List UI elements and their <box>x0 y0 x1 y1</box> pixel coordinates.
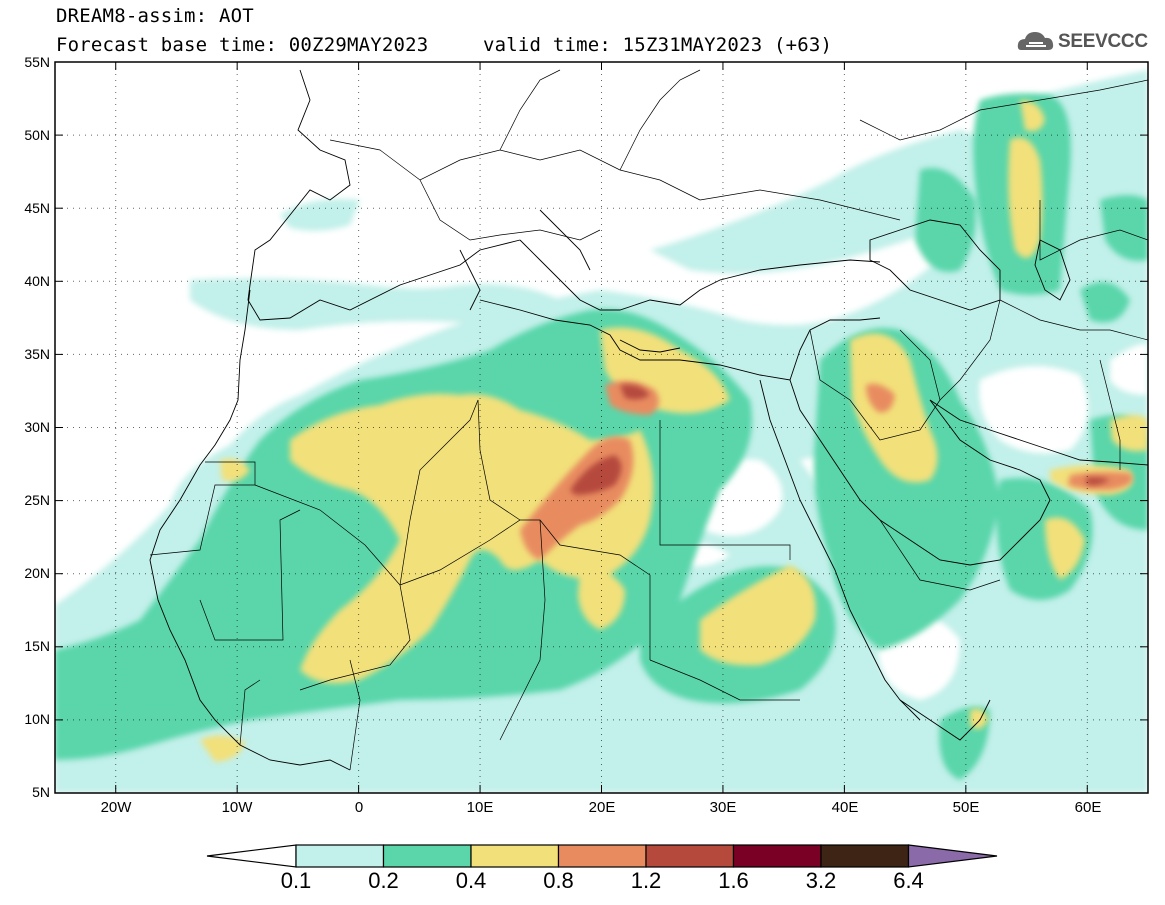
lon-label: 20W <box>101 799 133 816</box>
lat-label: 20N <box>24 565 50 581</box>
colorbar-swatch <box>557 844 647 868</box>
lat-label: 30N <box>24 419 50 435</box>
colorbar-label: 3.2 <box>805 868 837 893</box>
colorbar-min-arrow <box>206 844 297 868</box>
colorbar-label: 0.1 <box>280 868 312 893</box>
colorbar-label: 1.6 <box>718 868 749 893</box>
colorbar-swatch <box>820 844 910 868</box>
colorbar-label: 0.8 <box>543 868 574 893</box>
lon-label: 0 <box>355 799 363 816</box>
colorbar-max-arrow <box>907 844 998 868</box>
colorbar-label: 1.2 <box>630 868 662 893</box>
forecast-base-time: Forecast base time: 00Z29MAY2023 <box>56 34 429 56</box>
colorbar-swatch <box>295 844 385 868</box>
lon-label: 10W <box>222 799 254 816</box>
coastlines <box>149 69 1148 771</box>
colorbar-swatch <box>470 844 560 868</box>
lat-label: 40N <box>24 273 50 289</box>
country-borders <box>149 69 1148 771</box>
colorbar-label: 6.4 <box>893 868 924 893</box>
lon-label: 10E <box>467 799 494 816</box>
lat-label: 50N <box>24 127 50 143</box>
latitude-labels: 55N 50N 45N 40N 35N 30N 25N 20N 15N 10N … <box>24 54 50 800</box>
colorbar-label: 0.4 <box>455 868 487 893</box>
lon-label: 40E <box>832 799 859 816</box>
colorbar-label: 0.2 <box>368 868 399 893</box>
lat-label: 45N <box>24 200 50 216</box>
lat-label: 15N <box>24 638 50 654</box>
lat-label: 5N <box>32 784 50 800</box>
logo-text: SEEVCCC <box>1058 31 1148 52</box>
graticule <box>55 62 1148 793</box>
lon-label: 30E <box>710 799 737 816</box>
cloud-icon <box>1017 32 1054 50</box>
lat-label: 25N <box>24 492 50 508</box>
lon-label: 60E <box>1075 799 1102 816</box>
colorbar-swatch <box>645 844 735 868</box>
lon-label: 20E <box>589 799 616 816</box>
lat-label: 10N <box>24 711 50 727</box>
lon-label: 50E <box>953 799 980 816</box>
valid-time: valid time: 15Z31MAY2023 (+63) <box>483 34 833 56</box>
colorbar-swatch <box>732 844 822 868</box>
longitude-labels: 20W 10W 0 10E 20E 30E 40E 50E 60E <box>101 799 1102 816</box>
map-title: DREAM8-assim: AOT <box>56 5 254 27</box>
lat-label: 35N <box>24 346 50 362</box>
colorbar <box>206 844 998 868</box>
colorbar-swatch <box>382 844 472 868</box>
axis-ticks <box>55 61 1148 794</box>
lat-label: 55N <box>24 54 50 70</box>
